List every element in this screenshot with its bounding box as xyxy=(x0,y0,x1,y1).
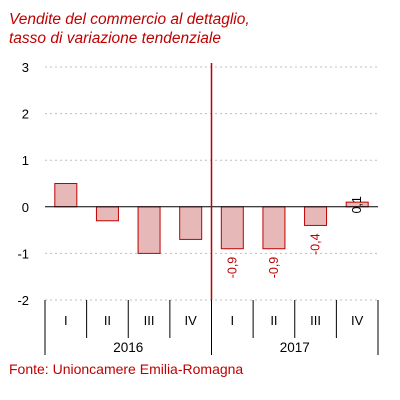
bar xyxy=(220,206,244,250)
x-category-label: I xyxy=(64,313,68,328)
y-tick-label: 2 xyxy=(22,107,29,122)
data-label: 0,1 xyxy=(350,196,364,213)
y-tick-label: 0 xyxy=(22,200,29,215)
y-tick-label: 3 xyxy=(22,60,29,75)
bar xyxy=(54,183,78,208)
x-group-label: 2017 xyxy=(280,340,310,355)
x-category-label: IV xyxy=(351,313,364,328)
x-category-label: IV xyxy=(185,313,198,328)
y-tick-label: 1 xyxy=(22,153,29,168)
x-category-label: III xyxy=(310,313,321,328)
data-label: -0,9 xyxy=(225,257,239,279)
data-label: -0,9 xyxy=(267,257,281,279)
chart-title-line-1: Vendite del commercio al dettaglio, xyxy=(9,11,250,28)
bar xyxy=(262,206,286,250)
bar xyxy=(137,206,161,254)
y-tick-label: -2 xyxy=(17,293,29,308)
x-category-label: III xyxy=(144,313,155,328)
chart-title: Vendite del commercio al dettaglio, tass… xyxy=(9,10,250,48)
y-tick-label: -1 xyxy=(17,246,29,261)
bar xyxy=(95,206,119,222)
bar xyxy=(304,206,328,226)
data-label: -0,4 xyxy=(309,233,323,255)
x-group-label: 2016 xyxy=(113,340,143,355)
x-category-label: II xyxy=(270,313,277,328)
chart-source: Fonte: Unioncamere Emilia-Romagna xyxy=(9,361,244,377)
x-category-label: II xyxy=(104,313,111,328)
x-category-label: I xyxy=(231,313,235,328)
bar xyxy=(179,206,203,240)
chart-title-line-2: tasso di variazione tendenziale xyxy=(9,30,221,47)
